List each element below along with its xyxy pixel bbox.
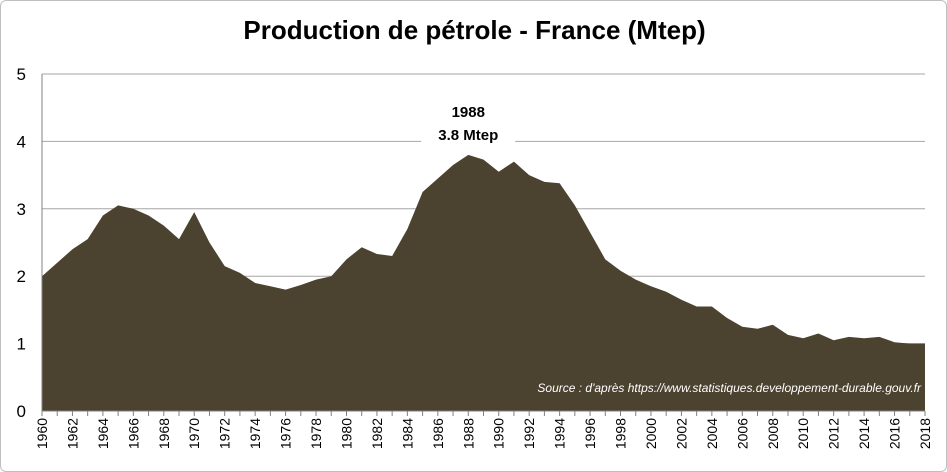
x-tick-label: 1992 [521,418,537,449]
x-tick-label: 1972 [217,418,233,449]
x-tick-label: 2000 [643,418,659,449]
x-tick-label: 1994 [552,418,568,449]
y-tick-label: 5 [17,65,26,84]
x-tick-label: 2014 [856,418,872,449]
x-tick-label: 1980 [338,418,354,449]
y-tick-label: 0 [17,402,26,421]
x-tick-label: 1990 [491,418,507,449]
x-tick-label: 1996 [582,418,598,449]
x-tick-label: 2008 [765,418,781,449]
x-tick-label: 2002 [673,418,689,449]
x-tick-label: 1998 [613,418,629,449]
x-tick-label: 1978 [308,418,324,449]
x-tick-label: 1968 [156,418,172,449]
x-tick-label: 1984 [399,418,415,449]
x-tick-label: 1986 [430,418,446,449]
chart-title: Production de pétrole - France (Mtep) [243,15,706,45]
x-tick-label: 2010 [795,418,811,449]
x-tick-label: 1982 [369,418,385,449]
production-area [42,154,925,411]
x-tick-label: 2004 [704,418,720,449]
x-tick-label: 1966 [125,418,141,449]
annotation-background [421,99,516,146]
x-tick-label: 1960 [34,418,50,449]
y-tick-label: 1 [17,335,26,354]
y-tick-label: 4 [17,132,26,151]
x-tick-label: 1976 [278,418,294,449]
x-tick-label: 2012 [826,418,842,449]
y-tick-label: 2 [17,267,26,286]
x-tick-label: 1962 [64,418,80,449]
source-note: Source : d'après https://www.statistique… [537,381,922,395]
x-tick-label: 1974 [247,418,263,449]
x-tick-label: 2018 [917,418,933,449]
x-tick-label: 2006 [734,418,750,449]
annotation-year: 1988 [452,104,485,121]
x-tick-label: 2016 [887,418,903,449]
y-tick-label: 3 [17,200,26,219]
x-tick-label: 1970 [186,418,202,449]
x-tick-label: 1988 [460,418,476,449]
annotation-value: 3.8 Mtep [438,127,498,144]
x-tick-label: 1964 [95,418,111,449]
